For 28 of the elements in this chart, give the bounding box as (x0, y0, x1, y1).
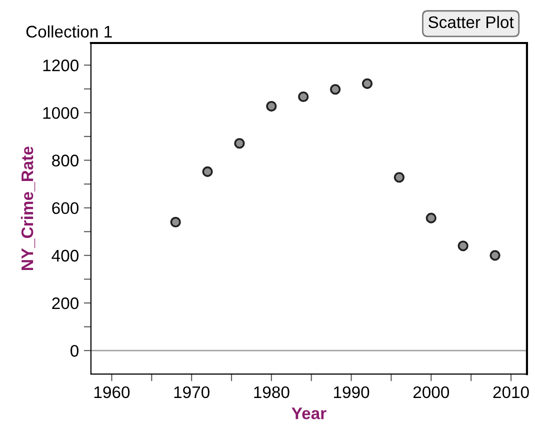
text: Scatter Plot (428, 16, 514, 28)
y-tick-label: 400 (52, 250, 78, 262)
x-tick-label: 1990 (334, 386, 370, 398)
x-tick-label: 1960 (94, 386, 130, 398)
x-tick-label: 1980 (254, 386, 290, 398)
point (394, 172, 404, 183)
y-tick-label: 600 (52, 202, 78, 214)
x-tick-label: 2010 (493, 386, 529, 398)
y-tick-label: 1200 (43, 60, 78, 72)
y-tick-label: 800 (52, 154, 78, 166)
point (362, 78, 373, 89)
point (170, 216, 181, 228)
chart-title: Collection 1 (26, 25, 112, 38)
point (490, 250, 500, 261)
point (426, 212, 436, 224)
x-tick-label: 2000 (413, 386, 450, 398)
y-tick-label: 0 (70, 344, 78, 357)
point (266, 100, 277, 112)
point (298, 91, 309, 102)
x-tick-label: 1970 (174, 386, 210, 398)
point (330, 84, 341, 95)
x-axis-title: Year (292, 408, 326, 420)
y-axis-title: NY_Crime_Rate (20, 146, 36, 270)
y-tick-label: 1000 (43, 107, 78, 119)
point (202, 166, 213, 177)
point (234, 138, 245, 149)
y-tick-label: 200 (52, 297, 78, 310)
point (458, 240, 468, 252)
